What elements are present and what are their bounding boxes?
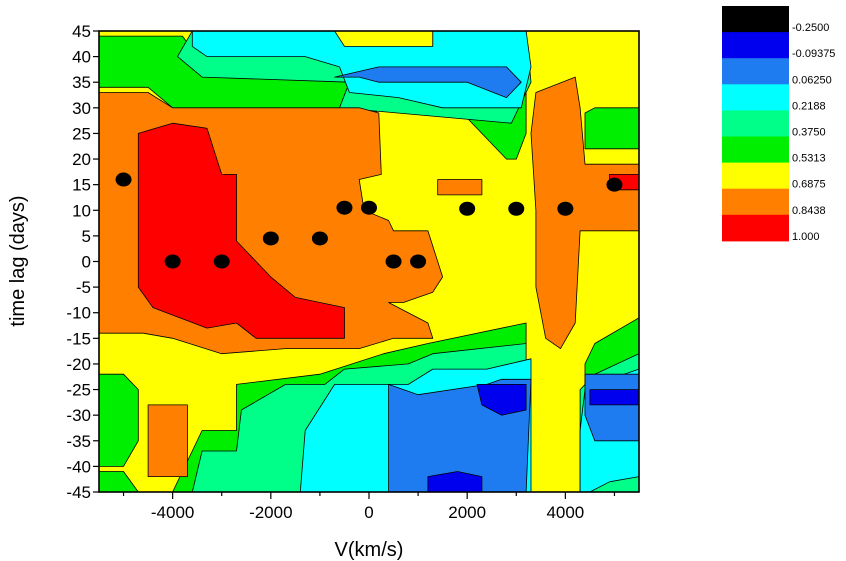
color-legend: -0.2500 -0.09375 0.06250 0.2188 0.3750 0.5313… <box>722 6 835 243</box>
y-axis-title: time lag (days) <box>7 195 29 326</box>
y-tick-label: -45 <box>66 483 91 502</box>
peak-point <box>164 254 181 269</box>
legend-label: -0.09375 <box>792 48 835 60</box>
y-tick-label: -15 <box>66 329 91 348</box>
legend-swatch <box>722 110 789 137</box>
legend-label: 0.2188 <box>792 100 826 112</box>
legend-label: 0.6875 <box>792 179 826 191</box>
contour-region-2 <box>99 373 139 467</box>
y-tick-label: -30 <box>66 406 91 425</box>
peak-point <box>311 231 328 246</box>
peak-point <box>336 200 353 215</box>
legend-swatch <box>722 136 789 164</box>
x-axis: -4000 -2000 0 2000 4000 <box>122 492 616 522</box>
y-tick-label: 25 <box>72 124 91 143</box>
peak-point <box>262 231 279 246</box>
y-tick-label: 0 <box>82 253 91 272</box>
y-tick-label: -25 <box>66 381 91 400</box>
y-tick-label: -35 <box>66 432 91 451</box>
legend-label: 0.3750 <box>792 127 826 139</box>
peak-point <box>606 177 623 192</box>
y-tick-label: -5 <box>76 278 91 297</box>
contour-region-22 <box>530 76 639 350</box>
legend-swatch <box>722 162 789 190</box>
y-tick-label: -20 <box>66 355 91 374</box>
peak-point <box>361 200 377 215</box>
x-tick-label: 0 <box>364 503 373 522</box>
legend-label: 0.5313 <box>792 153 826 165</box>
legend-label: -0.2500 <box>792 22 829 34</box>
y-tick-label: 40 <box>72 48 91 67</box>
y-tick-label: 35 <box>72 73 91 92</box>
y-tick-label: 10 <box>72 201 91 220</box>
y-axis: -45 -40 -35 -30 -25 -20 -15 -10 -5 0 5 10 15 20 25 30 35… <box>66 22 99 502</box>
contour-region-16 <box>476 383 527 416</box>
peak-point <box>508 201 525 216</box>
x-axis-title: V(km/s) <box>335 539 404 561</box>
y-tick-label: 20 <box>72 150 91 169</box>
y-tick-label: 45 <box>72 22 91 41</box>
legend-label: 0.06250 <box>792 74 832 86</box>
y-tick-label: 30 <box>72 99 91 118</box>
legend-swatch <box>722 58 789 85</box>
x-tick-label: 2000 <box>448 503 486 522</box>
legend-swatch <box>722 84 789 111</box>
peak-point <box>385 254 402 269</box>
contour-region-21 <box>437 179 483 196</box>
x-tick-label: -2000 <box>249 503 292 522</box>
contour-region-17 <box>427 471 483 492</box>
y-tick-label: 5 <box>82 227 91 246</box>
contour-region-23 <box>137 122 345 339</box>
y-tick-label: -40 <box>66 457 91 476</box>
contour-region-10 <box>191 31 532 109</box>
contour-region-14 <box>334 66 522 98</box>
contour-region-18 <box>589 389 639 406</box>
contour-region-20 <box>147 404 188 478</box>
legend-swatch <box>722 188 789 216</box>
peak-point <box>115 172 132 187</box>
contour-region-5 <box>584 107 639 150</box>
x-tick-label: -4000 <box>151 503 194 522</box>
peak-point <box>213 254 230 269</box>
contour-region-15 <box>584 373 639 442</box>
contour-region-6 <box>99 471 139 492</box>
legend-label: 0.8438 <box>792 205 826 217</box>
contour-regions <box>99 31 639 492</box>
y-tick-label: -10 <box>66 304 91 323</box>
peak-point <box>557 201 574 216</box>
y-tick-label: 15 <box>72 176 91 195</box>
peak-points <box>115 172 623 269</box>
peak-point <box>459 201 476 216</box>
x-tick-label: 4000 <box>546 503 584 522</box>
legend-swatch <box>722 214 789 242</box>
legend-swatch <box>722 32 789 59</box>
legend-swatch <box>722 6 789 33</box>
peak-point <box>410 254 427 269</box>
legend-label: 1.000 <box>792 231 820 243</box>
